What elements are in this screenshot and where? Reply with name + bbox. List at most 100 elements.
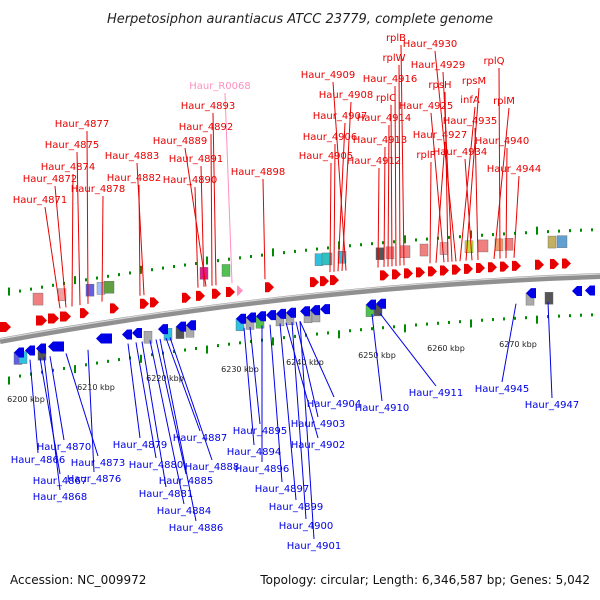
reverse-gene-label: Haur_4902 (291, 440, 346, 451)
reverse-gene-label: Haur_4870 (37, 442, 92, 453)
forward-gene-arrow (110, 303, 119, 314)
forward-gene-label: Haur_4889 (153, 136, 208, 147)
inner-track-dot (151, 353, 153, 357)
outer-track-dot (74, 276, 76, 285)
reverse-gene-label: Haur_4876 (67, 474, 122, 485)
reverse-gene-arrow (186, 320, 196, 331)
inner-track-dot (591, 313, 593, 317)
forward-gene-arrow (380, 270, 389, 281)
reverse-gene-label: Haur_4880 (129, 460, 184, 471)
outer-track-dot (217, 259, 219, 263)
leader-line (49, 356, 65, 441)
forward-gene-label: Haur_4916 (363, 74, 418, 85)
outer-track-dot (558, 229, 560, 233)
leader-line (371, 314, 383, 402)
reverse-gene-arrow (96, 333, 112, 344)
forward-gene-arrow (488, 262, 497, 273)
forward-gene-label: Haur_4877 (55, 119, 110, 130)
leader-line (285, 322, 319, 439)
reverse-gene-arrow (36, 343, 46, 354)
outer-track-dot (294, 249, 296, 253)
outer-track-dot (151, 268, 153, 272)
leader-line (291, 322, 307, 520)
inner-track-dot (404, 324, 406, 333)
leader-line (212, 112, 217, 286)
reverse-gene-label: Haur_4881 (139, 489, 194, 500)
feature-box (385, 246, 395, 260)
forward-gene-label: Haur_4912 (347, 156, 402, 167)
leader-line (379, 313, 437, 387)
outer-track-dot (140, 265, 142, 274)
forward-gene-arrow (48, 313, 59, 324)
leader-line (383, 146, 386, 268)
inner-track-dot (349, 329, 351, 333)
leader-line (434, 50, 457, 262)
inner-feature-track (8, 313, 593, 385)
reverse-gene-arrow (585, 285, 595, 296)
feature-box (85, 283, 95, 297)
feature-box (143, 330, 153, 344)
leader-line (87, 349, 95, 473)
reverse-gene-arrow (132, 327, 142, 338)
leader-line (29, 359, 39, 454)
leader-line (459, 106, 476, 262)
forward-gene-arrow (310, 277, 319, 288)
leader-line (76, 151, 81, 306)
forward-gene-label: Haur_4871 (13, 195, 68, 206)
leader-line (279, 323, 297, 501)
reverse-gene-label: Haur_4895 (233, 426, 288, 437)
feature-box (556, 235, 568, 248)
reverse-gene-label: Haur_4886 (169, 523, 224, 534)
outer-track-dot (404, 235, 406, 244)
leader-line (101, 195, 104, 302)
feature-box (464, 240, 474, 253)
leader-line (54, 185, 67, 308)
forward-gene-arrow (237, 285, 243, 296)
scale-tick-label: 6260 kbp (427, 344, 465, 353)
leader-line (243, 327, 255, 446)
inner-track-dot (415, 323, 417, 327)
inner-track-dot (492, 318, 494, 322)
reverse-gene-arrow (366, 299, 376, 310)
inner-track-dot (360, 328, 362, 332)
reverse-gene-arrow (572, 286, 582, 297)
forward-gene-label: Haur_4944 (487, 164, 542, 175)
forward-gene-arrow (550, 258, 559, 269)
scale-tick-label: 6220 kbp (146, 374, 184, 383)
forward-gene-label: Haur_4929 (411, 60, 466, 71)
leader-line (377, 167, 380, 268)
leader-line (474, 127, 479, 260)
feature-box (547, 235, 557, 249)
outer-track-dot (459, 235, 461, 239)
outer-track-dot (250, 254, 252, 258)
forward-gene-label: Haur_4913 (353, 135, 408, 146)
reverse-gene-arrow (14, 347, 24, 358)
reverse-gene-label: Haur_4900 (279, 521, 334, 532)
forward-gene-arrow (320, 276, 329, 287)
inner-track-dot (338, 330, 340, 339)
forward-gene-label: Haur_4935 (443, 116, 498, 127)
leader-line (333, 143, 336, 272)
leader-line (210, 133, 213, 286)
reverse-gene-label: Haur_4911 (409, 388, 464, 399)
outer-track-dot (8, 287, 10, 296)
forward-gene-arrow (404, 268, 413, 279)
forward-gene-label: rplB (386, 33, 406, 44)
scale-tick-label: 6270 kbp (499, 340, 537, 349)
leader-line (44, 206, 61, 309)
inner-track-dot (481, 318, 483, 322)
outer-track-dot (96, 276, 98, 280)
outer-track-dot (52, 283, 54, 287)
leader-line (547, 302, 553, 399)
reverse-gene-arrow (176, 321, 186, 332)
outer-track-dot (118, 273, 120, 277)
forward-gene-label: Haur_4914 (357, 113, 412, 124)
outer-track-dot (470, 230, 472, 239)
inner-track-dot (283, 336, 285, 340)
forward-gene-label: Haur_R0068 (189, 81, 251, 92)
forward-gene-label: Haur_4925 (399, 101, 454, 112)
forward-gene-arrow (535, 259, 544, 270)
inner-track-dot (52, 368, 54, 372)
leader-line (159, 338, 197, 522)
inner-track-dot (382, 326, 384, 330)
